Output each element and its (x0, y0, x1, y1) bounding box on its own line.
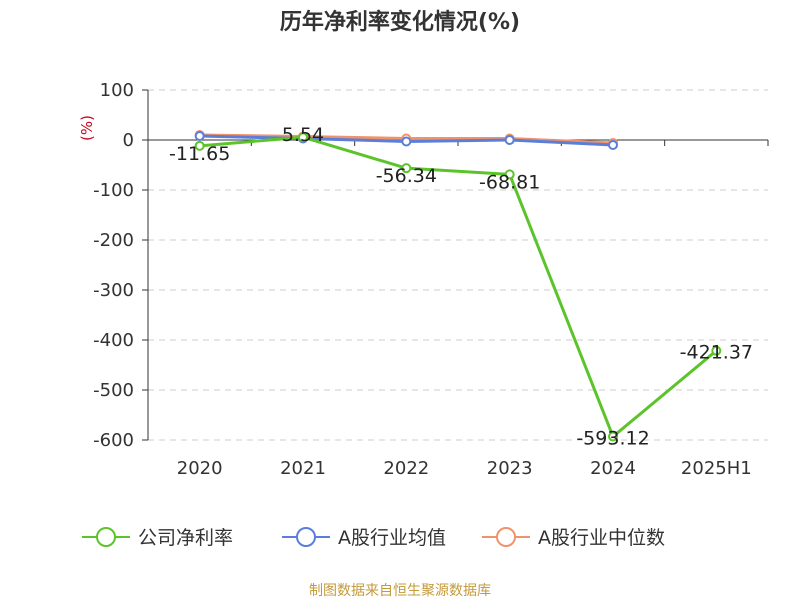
y-tick-label: -600 (93, 430, 134, 451)
data-label: -421.37 (680, 342, 753, 364)
data-point (711, 345, 722, 356)
data-label: -593.12 (576, 428, 649, 450)
y-tick-label: -300 (93, 280, 134, 301)
legend-marker-circle (96, 527, 116, 547)
x-tick-label: 2023 (487, 458, 533, 479)
data-label: -56.34 (376, 165, 437, 187)
legend-label: A股行业中位数 (538, 527, 665, 549)
data-point (504, 135, 515, 145)
legend: 公司净利率 A股行业均值 A股行业中位数 (82, 527, 665, 549)
source-note: 制图数据来自恒生聚源数据库 (309, 583, 491, 599)
data-point (298, 132, 308, 143)
data-label: -68.81 (479, 171, 540, 193)
series-line-company (199, 135, 718, 439)
y-tick-label: 0 (123, 130, 134, 151)
label-layer: -11.65 5.54 -56.34 -68.81 -593.12 -421.37 (169, 124, 753, 449)
legend-marker-circle (496, 527, 516, 547)
grid-layer (148, 89, 768, 441)
data-point (608, 140, 618, 150)
data-point (401, 136, 412, 147)
data-point (608, 431, 618, 442)
y-tick-label: -500 (93, 380, 134, 401)
legend-label: 公司净利率 (138, 527, 233, 549)
data-point (194, 140, 205, 151)
y-axis-unit-label: (%) (78, 115, 96, 141)
y-tick-label: -100 (93, 180, 134, 201)
legend-marker-circle (296, 527, 316, 547)
x-tick-label: 2024 (590, 458, 636, 479)
x-tick-label: 2022 (383, 458, 429, 479)
data-point (401, 163, 412, 174)
x-tick-label: 2020 (177, 458, 223, 479)
x-tick-label: 2021 (280, 458, 326, 479)
chart-title: 历年净利率变化情况(%) (279, 10, 521, 35)
legend-label: A股行业均值 (338, 527, 446, 549)
y-tick-label: -400 (93, 330, 134, 351)
data-label: 5.54 (282, 124, 324, 146)
data-label: -11.65 (169, 143, 230, 165)
y-tick-label: -200 (93, 230, 134, 251)
x-tick-label: 2025H1 (681, 458, 752, 479)
series-layer (194, 130, 722, 442)
data-point (504, 169, 515, 180)
axis-layer: 100 0 -100 -200 -300 -400 -500 -600 (%) 2020 2021 2… (78, 80, 769, 479)
y-tick-label: 100 (100, 80, 134, 101)
data-point (194, 131, 205, 141)
